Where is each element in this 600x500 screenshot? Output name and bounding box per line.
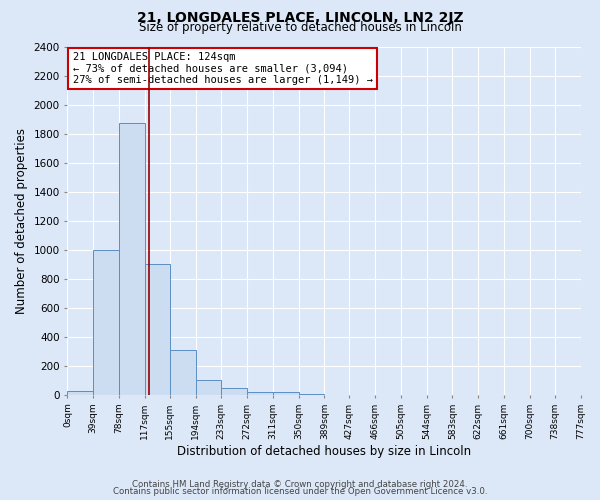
- Bar: [299, 394, 325, 395]
- Bar: [119, 124, 145, 395]
- Bar: [93, 250, 119, 395]
- Text: Contains public sector information licensed under the Open Government Licence v3: Contains public sector information licen…: [113, 487, 487, 496]
- Text: 21 LONGDALES PLACE: 124sqm
← 73% of detached houses are smaller (3,094)
27% of s: 21 LONGDALES PLACE: 124sqm ← 73% of deta…: [73, 52, 373, 85]
- Y-axis label: Number of detached properties: Number of detached properties: [15, 128, 28, 314]
- Text: 21, LONGDALES PLACE, LINCOLN, LN2 2JZ: 21, LONGDALES PLACE, LINCOLN, LN2 2JZ: [137, 11, 463, 25]
- Bar: [273, 392, 299, 395]
- Bar: [221, 388, 247, 395]
- Bar: [247, 392, 273, 395]
- Text: Contains HM Land Registry data © Crown copyright and database right 2024.: Contains HM Land Registry data © Crown c…: [132, 480, 468, 489]
- Bar: [67, 392, 93, 395]
- Bar: [145, 264, 170, 395]
- X-axis label: Distribution of detached houses by size in Lincoln: Distribution of detached houses by size …: [177, 444, 471, 458]
- Text: Size of property relative to detached houses in Lincoln: Size of property relative to detached ho…: [139, 22, 461, 35]
- Bar: [196, 380, 221, 395]
- Bar: [170, 350, 196, 395]
